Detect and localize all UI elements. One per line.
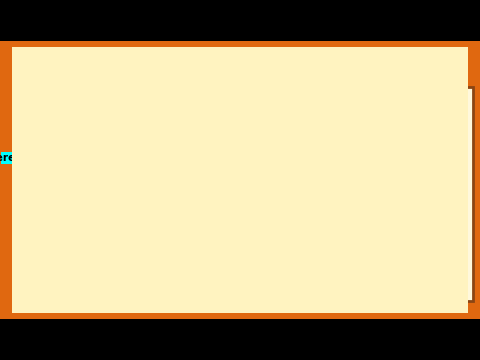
Text: Liver: Liver (144, 89, 179, 102)
FancyBboxPatch shape (194, 127, 308, 144)
FancyBboxPatch shape (1, 152, 164, 164)
Circle shape (79, 119, 123, 144)
FancyBboxPatch shape (268, 174, 401, 189)
Text: ✖: ✖ (185, 151, 197, 165)
Text: R: R (452, 286, 460, 296)
Text: Hereditary Fructose Intolerance: Hereditary Fructose Intolerance (0, 153, 176, 163)
Circle shape (12, 118, 57, 143)
Circle shape (66, 125, 105, 147)
Text: Triokinase: Triokinase (148, 197, 204, 207)
Text: D-Glyceraldehyde: D-Glyceraldehyde (140, 176, 234, 186)
Text: • A Case study: • A Case study (19, 171, 122, 184)
Text: Fructose: Fructose (235, 88, 279, 98)
FancyBboxPatch shape (139, 89, 184, 102)
Text: N'JOY Biochemistry: N'JOY Biochemistry (358, 286, 438, 295)
FancyBboxPatch shape (262, 223, 382, 239)
Text: Fructose 1- Phosphate: Fructose 1- Phosphate (193, 131, 309, 141)
Text: Aldolase B: Aldolase B (244, 153, 305, 163)
Circle shape (44, 118, 98, 149)
Text: ATP: ATP (208, 102, 226, 112)
Circle shape (39, 99, 105, 136)
Text: ATP: ATP (150, 209, 167, 218)
Text: Fructokinase: Fructokinase (275, 106, 349, 116)
Text: ADP: ADP (205, 110, 226, 120)
FancyBboxPatch shape (134, 87, 473, 301)
Text: Triose Phosphate Isomerase: Triose Phosphate Isomerase (270, 198, 413, 207)
Circle shape (444, 284, 468, 297)
Text: Glyceraldehyde 3-Phosphate: Glyceraldehyde 3-Phosphate (246, 226, 397, 236)
FancyBboxPatch shape (347, 105, 468, 117)
Text: ADP: ADP (173, 209, 192, 218)
Circle shape (33, 125, 71, 147)
Circle shape (18, 107, 68, 136)
Circle shape (70, 107, 120, 136)
Text: Fructose is
harmless in
Diabetes-A
    Myth: Fructose is harmless in Diabetes-A Myth (41, 107, 103, 149)
Text: Dihydroxyacetone Phosphate (DHAP): Dihydroxyacetone Phosphate (DHAP) (244, 176, 425, 186)
Text: Essential Fructosuria: Essential Fructosuria (349, 106, 466, 116)
Text: Fructose Metabolism: Fructose Metabolism (84, 53, 396, 77)
FancyBboxPatch shape (223, 85, 291, 101)
Text: ✖: ✖ (336, 104, 348, 118)
FancyBboxPatch shape (141, 174, 233, 189)
